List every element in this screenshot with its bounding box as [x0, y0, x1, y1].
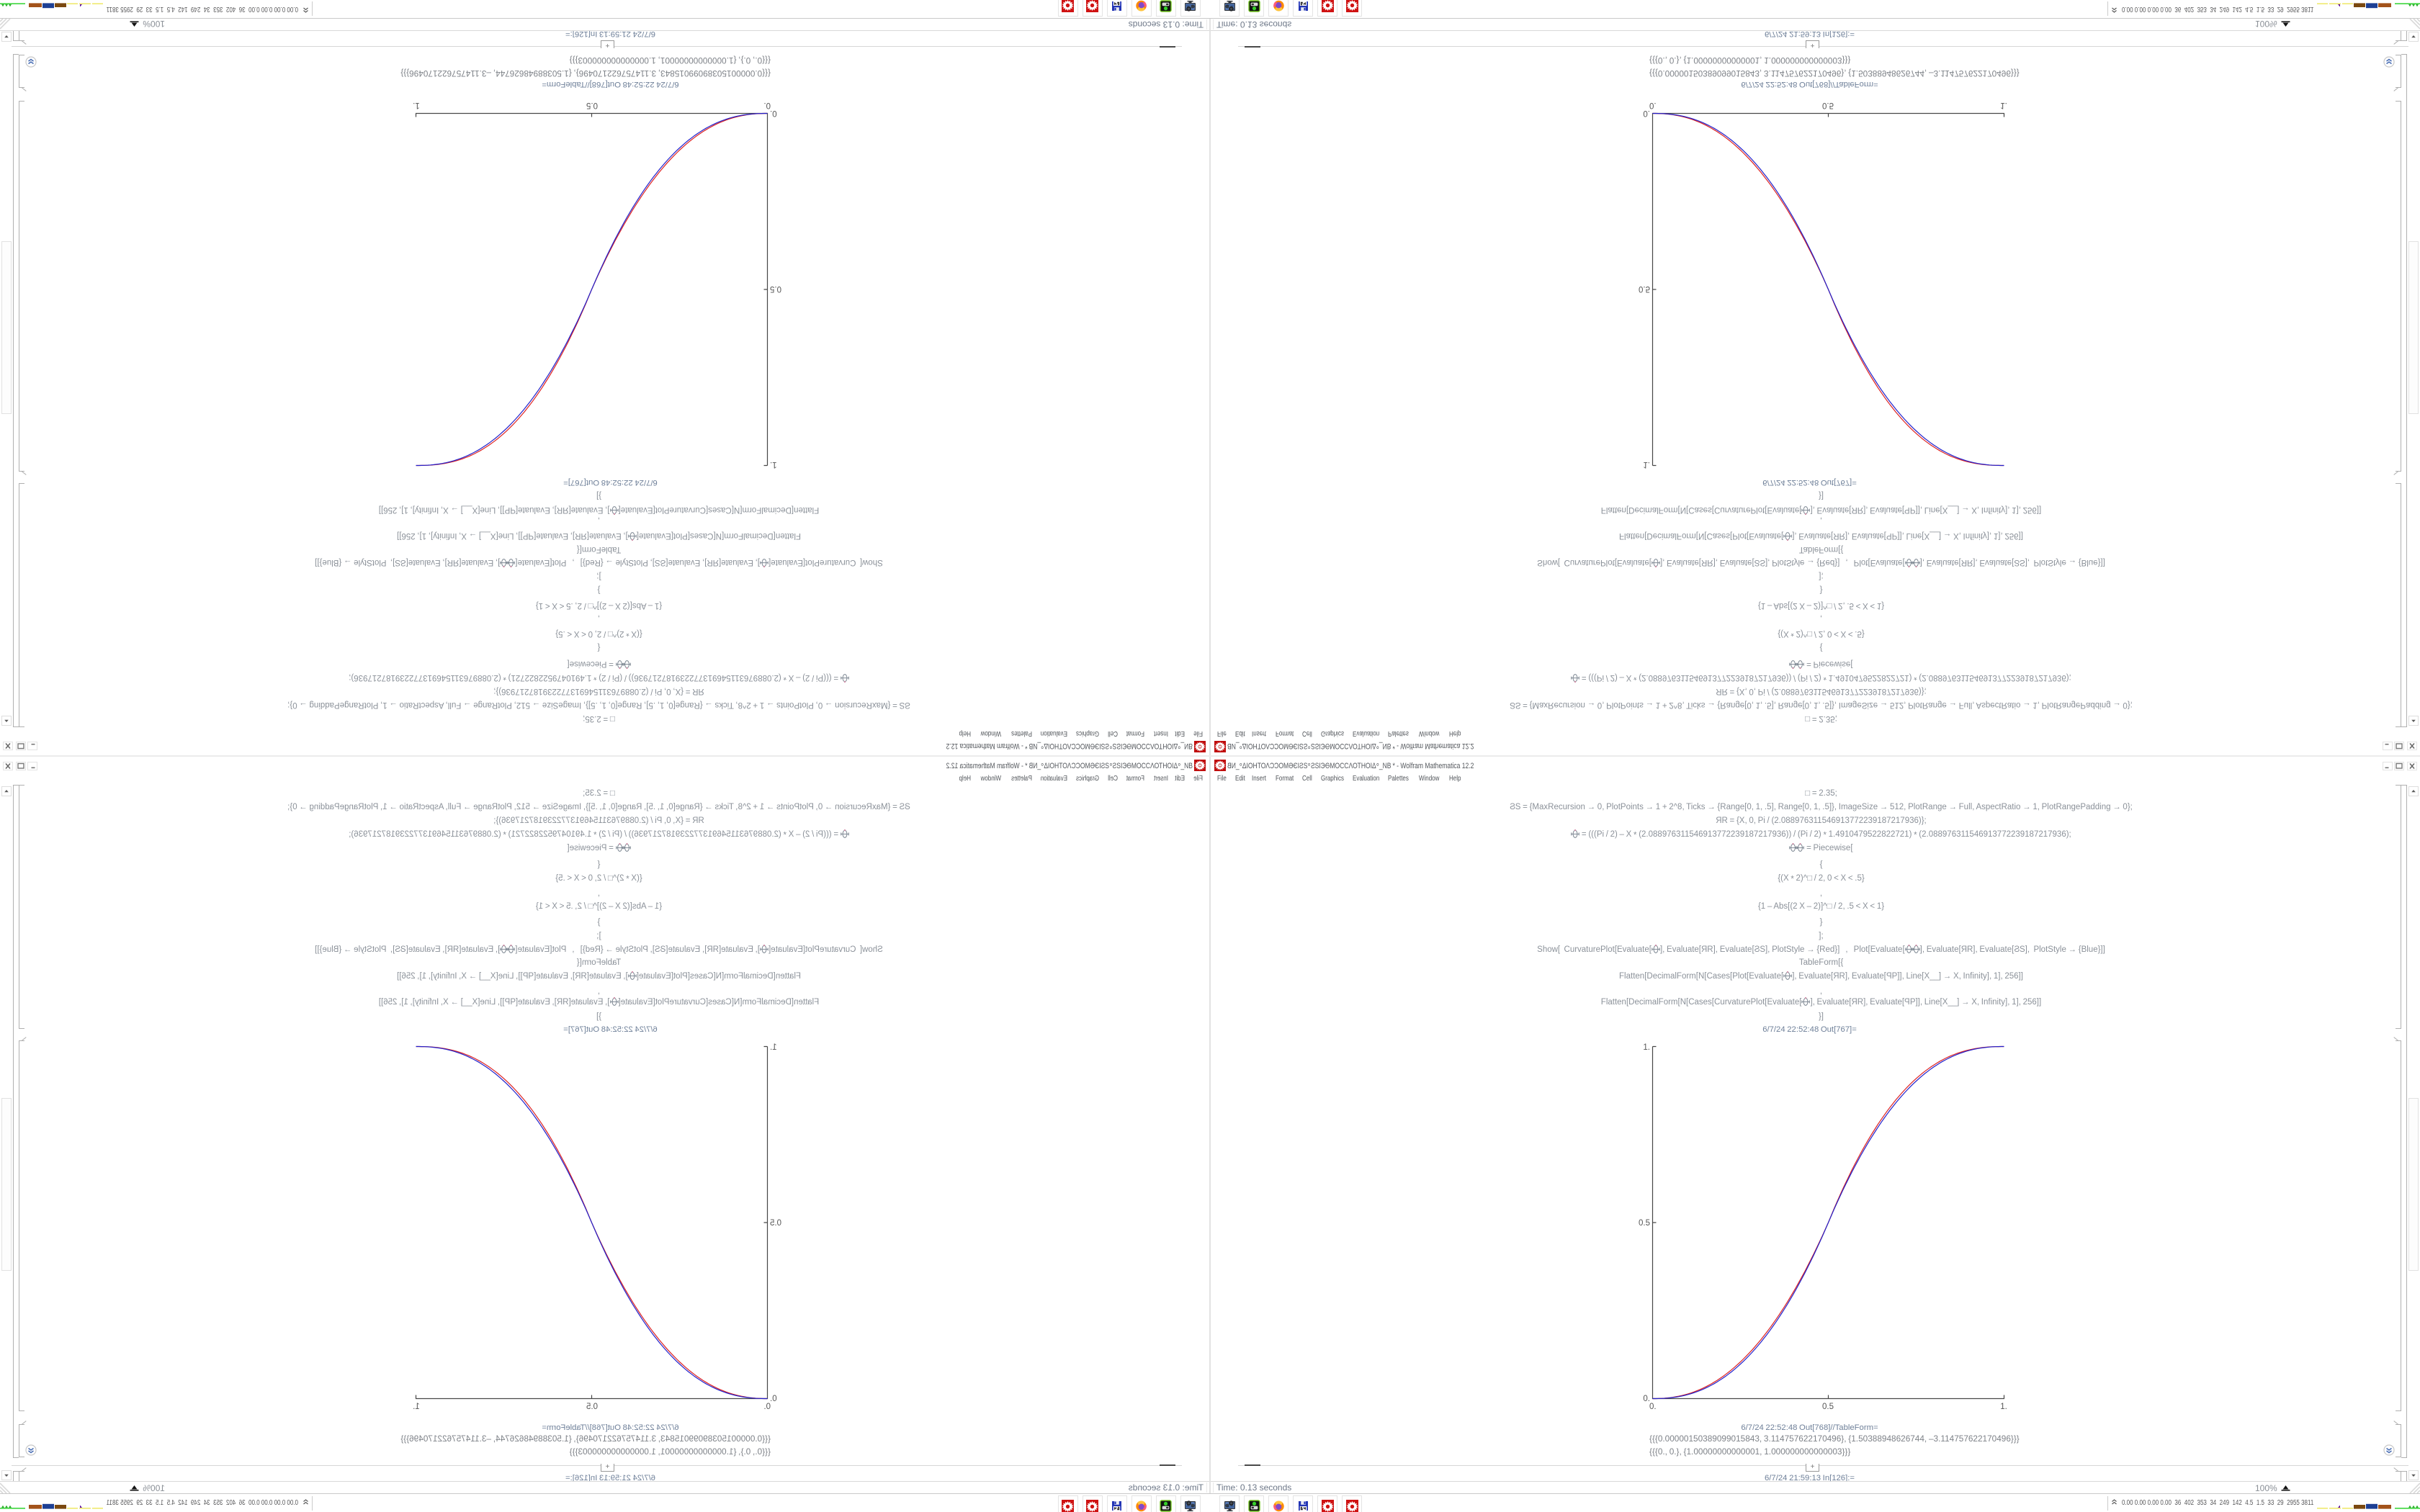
svg-text:0.: 0. [1649, 101, 1657, 109]
svg-text:0.5: 0.5 [1639, 284, 1650, 293]
svg-text:0.5: 0.5 [1822, 1403, 1834, 1411]
svg-text:0.: 0. [1643, 109, 1650, 117]
svg-text:1.: 1. [413, 101, 420, 109]
svg-text:1.: 1. [1643, 460, 1650, 469]
svg-text:1.: 1. [2000, 1403, 2007, 1411]
svg-text:1.: 1. [1643, 1043, 1650, 1052]
svg-text:0.: 0. [763, 1403, 771, 1411]
svg-text:1.: 1. [770, 460, 777, 469]
svg-text:1.: 1. [770, 1043, 777, 1052]
svg-text:0.: 0. [1649, 1403, 1657, 1411]
svg-text:0.5: 0.5 [586, 1403, 598, 1411]
svg-text:1.: 1. [413, 1403, 420, 1411]
svg-text:0.: 0. [770, 1395, 777, 1403]
svg-text:1.: 1. [2000, 101, 2007, 109]
svg-text:0.: 0. [763, 101, 771, 109]
svg-text:0.: 0. [770, 109, 777, 117]
svg-text:0.5: 0.5 [1822, 101, 1834, 109]
svg-text:0.5: 0.5 [586, 101, 598, 109]
svg-text:0.: 0. [1643, 1395, 1650, 1403]
svg-text:0.5: 0.5 [770, 1219, 781, 1228]
svg-text:0.5: 0.5 [770, 284, 781, 293]
svg-text:0.5: 0.5 [1639, 1219, 1650, 1228]
